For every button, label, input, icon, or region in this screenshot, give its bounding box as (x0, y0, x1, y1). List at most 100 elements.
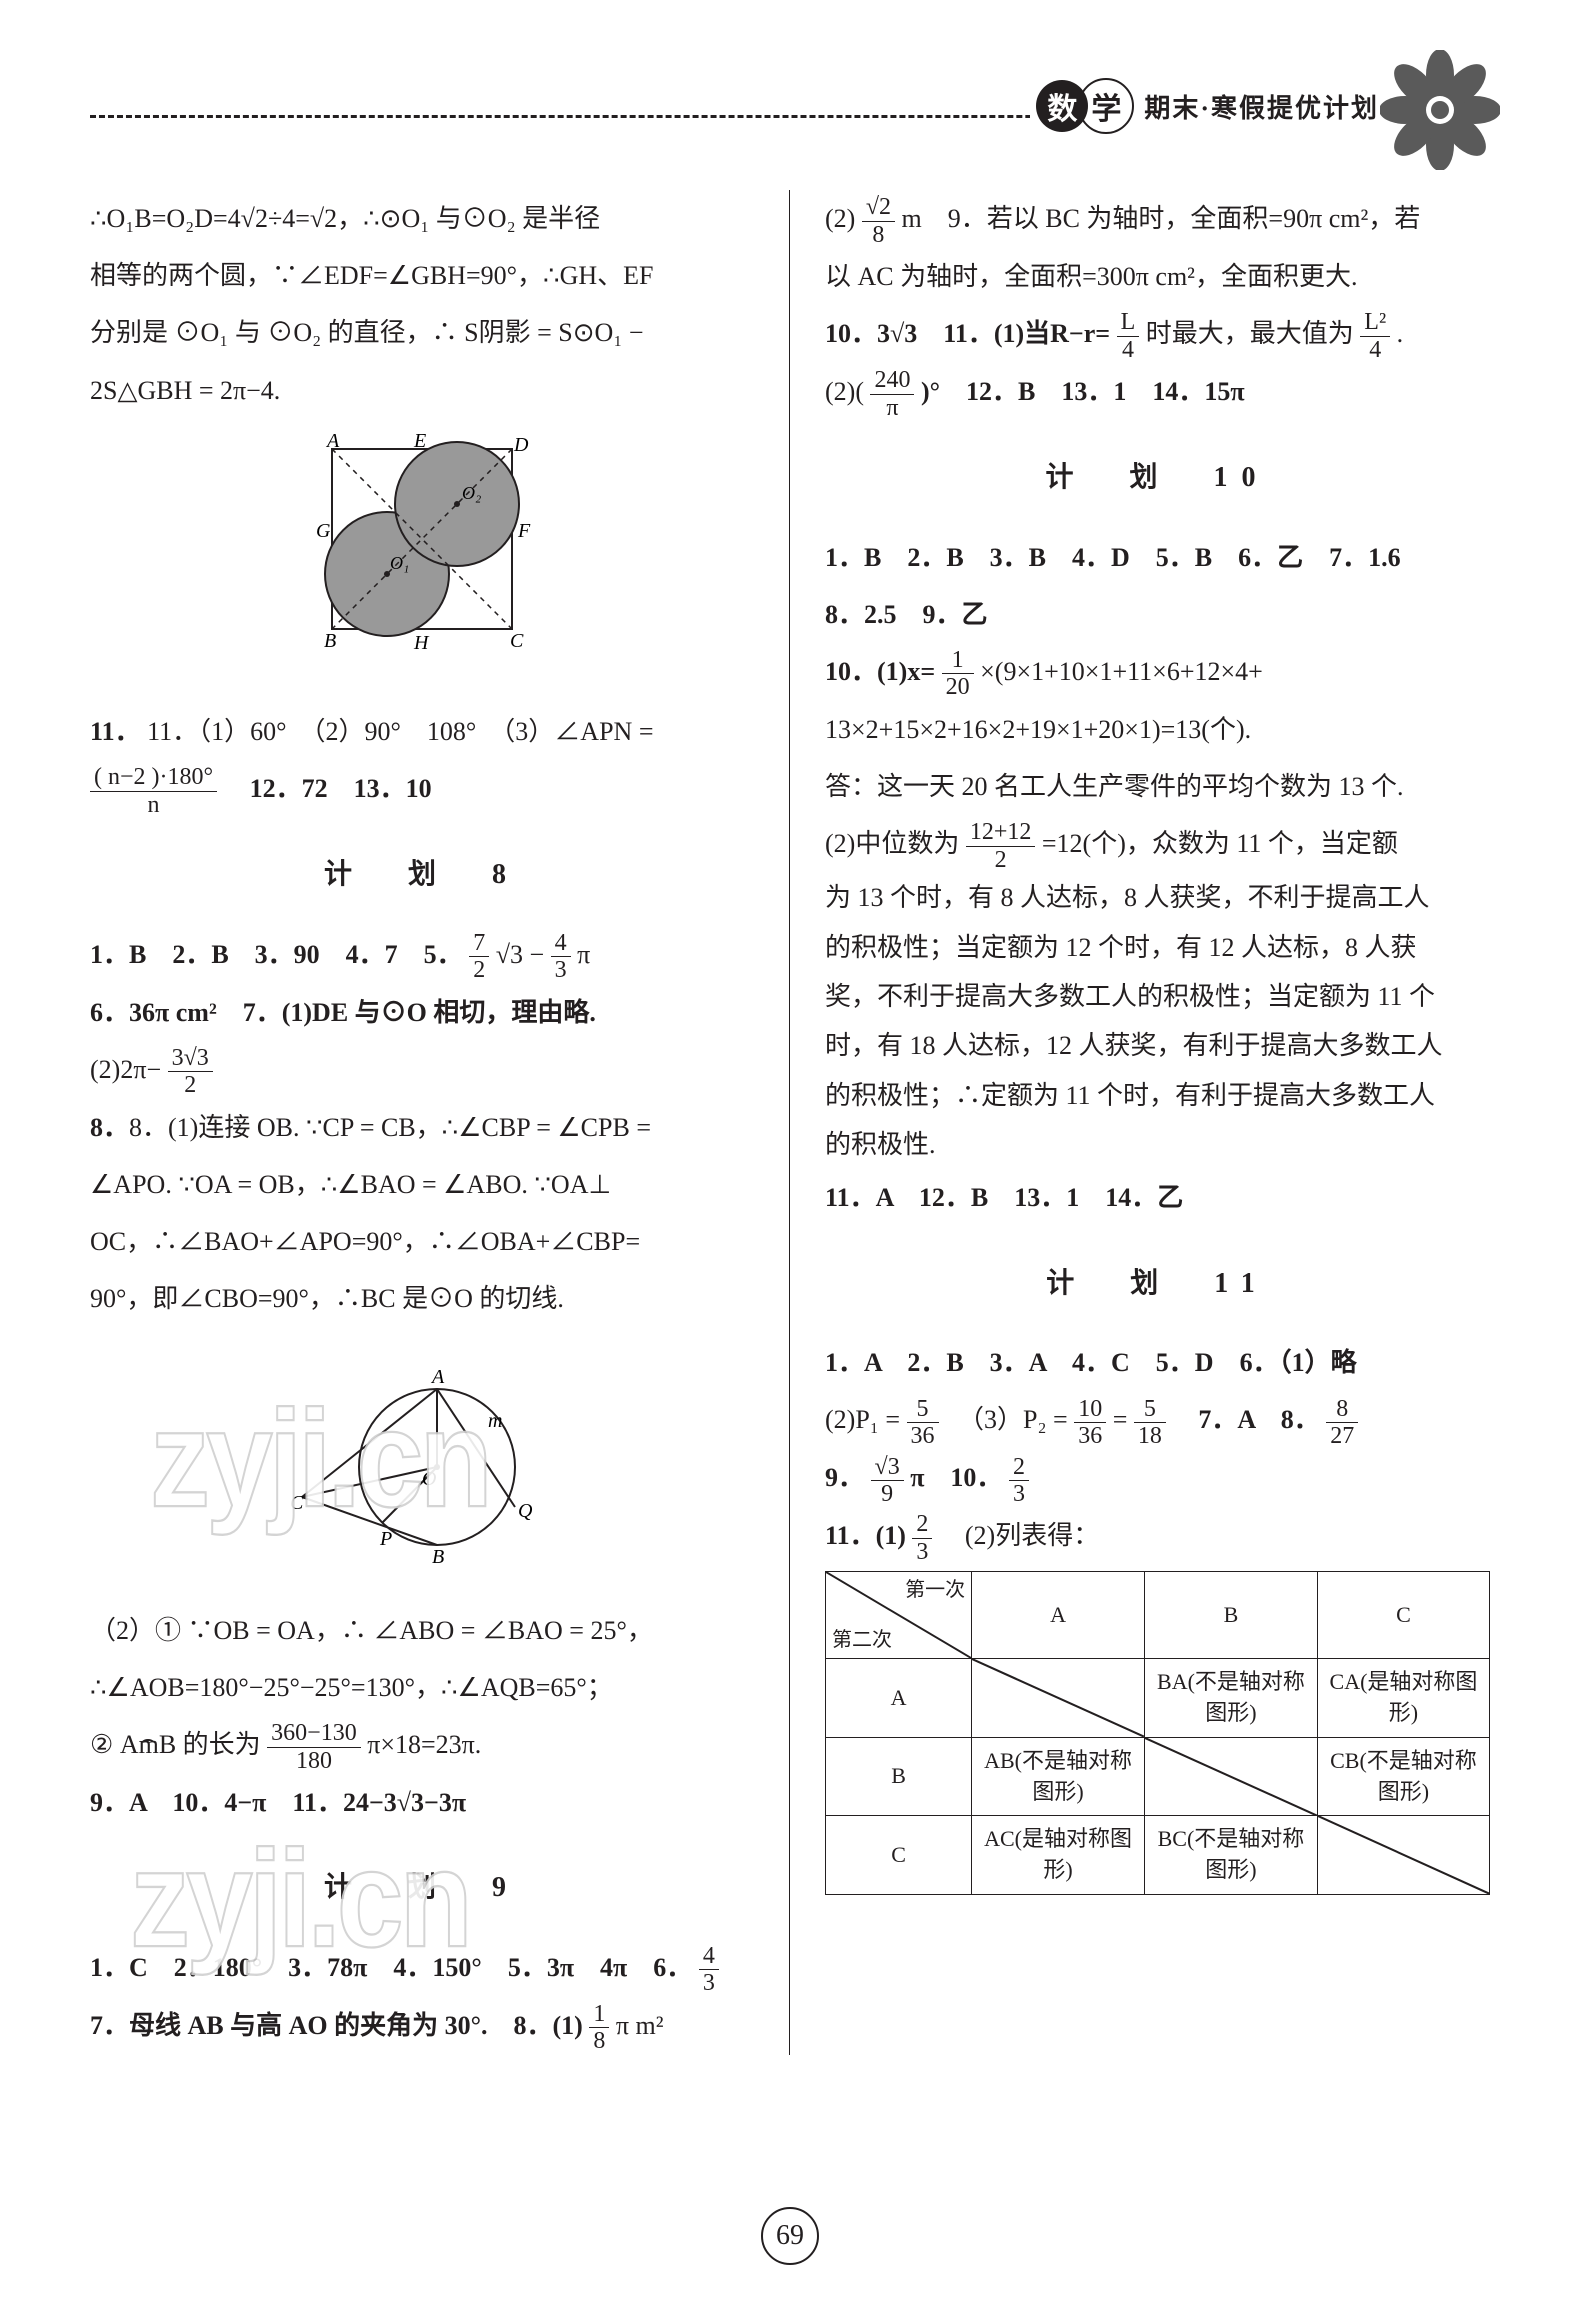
answer-text: 1．B 2．B 3．B 4．D 5．B 6．乙 7．1.6 (825, 543, 1401, 572)
answer-text: = (1113, 1405, 1128, 1434)
answer-line: 11．(1) 2 3 (2)列表得： (825, 1507, 1490, 1565)
answer-text: π×18=23π. (367, 1730, 481, 1759)
answer-text: 11．(1) (825, 1521, 906, 1550)
answer-text: ② (90, 1730, 113, 1759)
answer-text: (2)列表得： (939, 1521, 1099, 1550)
answer-text: 10．3√3 11．(1)当R−r= (825, 319, 1110, 348)
section-title: 计 划 8 (90, 844, 754, 906)
answer-line: 8．8．(1)连接 OB. ∵CP = CB，∴∠CBP = ∠CPB = (90, 1099, 754, 1156)
table-cell: BA(不是轴对称图形) (1145, 1659, 1318, 1738)
fraction: 2 3 (1009, 1454, 1029, 1508)
svg-text:P: P (379, 1528, 392, 1550)
fraction: 2 3 (912, 1511, 932, 1565)
section-title: 计 划 10 (825, 447, 1490, 509)
table-row-header: B (826, 1737, 972, 1816)
answer-text: 11．A 12．B 13．1 14．乙 (825, 1183, 1183, 1212)
table-corner-cell: 第一次 第二次 (826, 1572, 972, 1659)
header-first: 第一次 (905, 1576, 965, 1604)
answer-text: =12(个)，众数为 11 个，当定额 (1042, 829, 1398, 858)
answer-line: 2S△GBH = 2π−4. (90, 362, 754, 419)
diagram-tangent-circle: A O C P B Q m (90, 1337, 754, 1587)
answer-line: 的积极性. (825, 1120, 1490, 1169)
answer-text: 7．母线 AB 与高 AO 的夹角为 30°. 8．(1) (90, 2011, 583, 2040)
answer-text: 8．2.5 9．乙 (825, 600, 988, 629)
answer-line: 10．(1)x= 1 20 ×(9×1+10×1+11×6+12×4+ (825, 643, 1490, 701)
answer-line: 以 AC 为轴时，全面积=300π cm²，全面积更大. (825, 248, 1490, 305)
section-title: 计 划 11 (825, 1253, 1490, 1315)
answer-line: (2)中位数为 12+12 2 =12(个)，众数为 11 个，当定额 (825, 815, 1490, 873)
svg-text:C: C (510, 630, 524, 652)
answer-line: 1．B 2．B 3．B 4．D 5．B 6．乙 7．1.6 (825, 529, 1490, 586)
answer-line: （2）① ∵OB = OA，∴ ∠ABO = ∠BAO = 25°， (90, 1602, 754, 1659)
table-cell: AB(不是轴对称图形) (972, 1737, 1145, 1816)
answer-text: (2)中位数为 (825, 829, 959, 858)
answer-text: 7．A 8． (1172, 1405, 1319, 1434)
answer-line: ∴∠AOB=180°−25°−25°=130°，∴∠AQB=65°； (90, 1659, 754, 1716)
fraction: L 4 (1117, 309, 1140, 363)
answer-text: 1．B 2．B 3．90 4．7 5． (90, 940, 463, 969)
left-column: ∴O₁B=O₂D=4√2÷4=√2，∴⊙O₁ 与⊙O₂ 是半径 相等的两个圆，∵… (90, 190, 790, 2055)
svg-text:G: G (316, 520, 331, 542)
table-header: B (1145, 1572, 1318, 1659)
fraction: 8 27 (1326, 1396, 1358, 1450)
svg-text:B: B (432, 1546, 444, 1567)
svg-text:C: C (290, 1492, 304, 1514)
answer-line: 9．A 10．4−π 11．24−3√3−3π (90, 1774, 754, 1831)
svg-text:A: A (430, 1366, 445, 1388)
table-cell-empty (1145, 1737, 1318, 1816)
answer-text: 1．C 2．180° 3．78π 4．150° 5．3π 4π 6． (90, 1953, 692, 1982)
answer-line: 1．B 2．B 3．90 4．7 5． 7 2 √3 − 4 3 π (90, 926, 754, 984)
answer-line: 奖，不利于提高大多数工人的积极性；当定额为 11 个 (825, 972, 1490, 1021)
table-cell: BC(不是轴对称图形) (1145, 1816, 1318, 1895)
answer-line: 时，有 18 人达标，12 人获奖，有利于提高大多数工人 (825, 1021, 1490, 1070)
answer-text: π 10． (910, 1463, 1002, 1492)
svg-text:H: H (413, 632, 430, 654)
answer-line: 7．母线 AB 与高 AO 的夹角为 30°. 8．(1) 1 8 π m² (90, 1997, 754, 2055)
table-cell: AC(是轴对称图形) (972, 1816, 1145, 1895)
answer-line: 分别是 ⊙O₁ 与 ⊙O₂ 的直径，∴ S阴影 = S⊙O₁ − (90, 304, 754, 361)
answer-line: 1．A 2．B 3．A 4．C 5．D 6．（1）略 (825, 1334, 1490, 1391)
fraction: 5 18 (1134, 1396, 1166, 1450)
subject-badge: 数 学 期末·寒假提优计划 (1030, 78, 1385, 134)
fraction: 360−130 180 (267, 1720, 361, 1774)
answer-line: OC，∴∠BAO+∠APO=90°，∴∠OBA+∠CBP= (90, 1213, 754, 1270)
answer-line: (2) √2 8 m 9．若以 BC 为轴时，全面积=90π cm²，若 (825, 190, 1490, 248)
fraction: 12+12 2 (966, 819, 1036, 873)
svg-text:F: F (517, 520, 531, 542)
q-num: 11． (90, 717, 141, 746)
answer-line: ② AmB 的长为 360−130 180 π×18=23π. (90, 1716, 754, 1774)
flower-icon (1380, 50, 1500, 170)
answer-text: m 9．若以 BC 为轴时，全面积=90π cm²，若 (902, 204, 1421, 233)
table-row-header: A (826, 1659, 972, 1738)
diagram-circles-in-square: A E D G F B H C O₁ O₂ (90, 429, 754, 689)
answer-line: 10．3√3 11．(1)当R−r= L 4 时最大，最大值为 L² 4 . (825, 305, 1490, 363)
answer-line: 11．A 12．B 13．1 14．乙 (825, 1169, 1490, 1226)
answer-line: 13×2+15×2+16×2+19×1+20×1)=13(个). (825, 701, 1490, 758)
answer-line: ∴O₁B=O₂D=4√2÷4=√2，∴⊙O₁ 与⊙O₂ 是半径 (90, 190, 754, 247)
table-cell: CA(是轴对称图形) (1317, 1659, 1489, 1738)
table-header: C (1317, 1572, 1489, 1659)
answer-line: ∠APO. ∵OA = OB，∴∠BAO = ∠ABO. ∵OA⊥ (90, 1156, 754, 1213)
fraction: √2 8 (862, 194, 895, 248)
answer-text: 9．A 10．4−π 11．24−3√3−3π (90, 1788, 466, 1817)
answer-line: 的积极性；∴定额为 11 个时，有利于提高大多数工人 (825, 1071, 1490, 1120)
svg-text:O₁: O₁ (390, 553, 409, 573)
two-column-layout: ∴O₁B=O₂D=4√2÷4=√2，∴⊙O₁ 与⊙O₂ 是半径 相等的两个圆，∵… (90, 190, 1490, 2055)
answer-text: （3）P₂ = (945, 1405, 1068, 1434)
svg-text:O₂: O₂ (462, 483, 481, 503)
answer-text: 时最大，最大值为 (1146, 319, 1354, 348)
table-header: A (972, 1572, 1145, 1659)
svg-text:D: D (513, 434, 529, 456)
fraction: √3 9 (871, 1454, 904, 1508)
answer-line: (2)( 240 π )° 12．B 13．1 14．15π (825, 363, 1490, 421)
answer-line: 90°，即∠CBO=90°，∴BC 是⊙O 的切线. (90, 1270, 754, 1327)
answer-line: 8．2.5 9．乙 (825, 586, 1490, 643)
answer-text: )° 12．B 13．1 14．15π (921, 377, 1245, 406)
answer-text: π m² (616, 2011, 664, 2040)
right-column: (2) √2 8 m 9．若以 BC 为轴时，全面积=90π cm²，若 以 A… (790, 190, 1490, 2055)
fraction: L² 4 (1360, 309, 1390, 363)
fraction: 7 2 (469, 930, 489, 984)
answer-line: 6．36π cm² 7．(1)DE 与⊙O 相切，理由略. (90, 984, 754, 1041)
page-number: 69 (761, 2207, 819, 2265)
header-second: 第二次 (832, 1626, 892, 1654)
